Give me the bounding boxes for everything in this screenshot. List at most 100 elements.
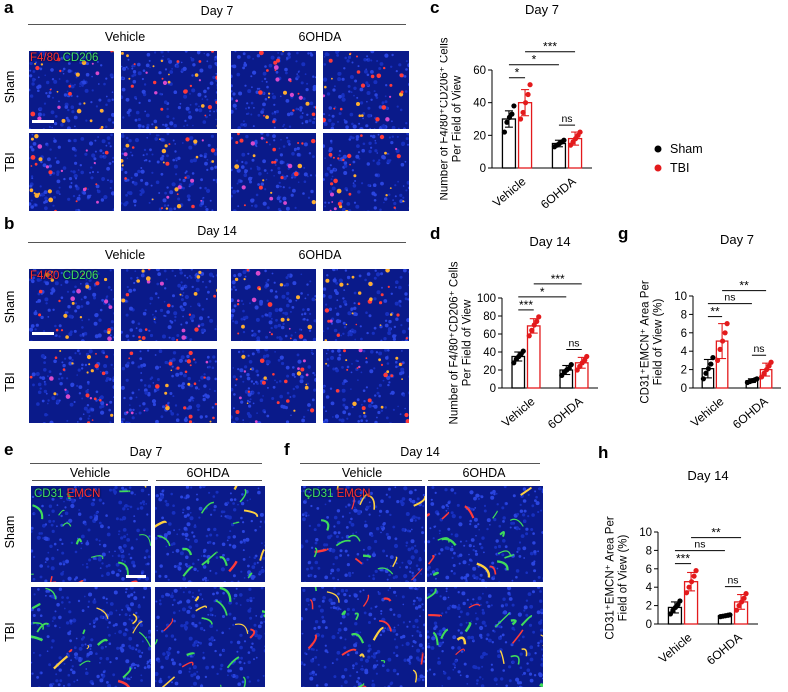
micrograph-b-sham-6ohda-zoom — [322, 268, 410, 342]
significance-label: * — [540, 285, 545, 299]
channel-cd206: CD206 — [63, 52, 99, 64]
micrograph-texture — [121, 51, 218, 130]
micrograph-a-tbi-6ohda-zoom — [322, 132, 410, 212]
panel-label-h: h — [598, 443, 608, 463]
micrograph-f-tbi-6ohda — [426, 586, 544, 688]
y-tick-label: 2 — [646, 601, 652, 613]
panel-a-title: Day 7 — [28, 4, 406, 18]
legend-label-tbi: TBI — [670, 161, 689, 175]
data-point — [527, 333, 532, 338]
data-point — [720, 338, 725, 343]
legend-marker-sham — [655, 146, 662, 153]
micrograph-b-tbi-vehicle-zoom — [120, 348, 218, 424]
y-tick-label: 6 — [646, 564, 652, 576]
data-point — [584, 354, 589, 359]
micrograph-texture — [31, 587, 152, 688]
panel-label-b: b — [4, 214, 14, 234]
panel-f-rule — [300, 463, 540, 464]
scale-bar-b — [32, 332, 54, 335]
data-point — [529, 328, 534, 333]
panel-b-row-sham: Sham — [3, 282, 17, 332]
micrograph-texture — [323, 269, 410, 342]
data-point — [689, 579, 694, 584]
ylabel-line: Per Field of View — [462, 299, 474, 386]
micrograph-texture — [231, 51, 317, 130]
significance-label: ns — [561, 113, 572, 125]
panel-e-rule — [30, 463, 262, 464]
micrograph-a-sham-vehicle-zoom — [120, 50, 218, 130]
micrograph-texture — [301, 486, 426, 583]
micrograph-texture — [301, 587, 426, 688]
micrograph-texture — [323, 51, 410, 130]
micrograph-b-tbi-vehicle — [28, 348, 115, 424]
data-point — [536, 314, 541, 319]
scale-bar-a — [32, 120, 54, 123]
x-tick-label-vehicle: Vehicle — [499, 394, 538, 430]
micrograph-texture — [231, 133, 317, 212]
chart-d-title: Day 14 — [529, 234, 570, 249]
significance-label: *** — [676, 552, 690, 566]
panel-e-row-tbi: TBI — [3, 607, 17, 657]
data-point — [534, 319, 539, 324]
panel-f-group-vehicle: Vehicle — [300, 466, 424, 480]
panel-b-row-tbi: TBI — [3, 357, 17, 407]
x-tick-label-6ohda: 6OHDA — [538, 174, 579, 211]
micrograph-a-sham-6ohda-zoom — [322, 50, 410, 130]
ylabel-line: Number of F4/80⁺CD206⁺ Cells — [440, 37, 451, 200]
legend-label-sham: Sham — [670, 142, 703, 156]
y-tick-label: 100 — [477, 293, 496, 305]
channel-cd31: CD31 — [304, 488, 333, 500]
panel-f-title: Day 14 — [300, 445, 540, 459]
ylabel-line: Field of View (%) — [618, 534, 630, 621]
data-point — [520, 110, 525, 115]
data-point — [527, 82, 532, 87]
significance-label: ** — [710, 305, 720, 319]
micrograph-b-tbi-6ohda-zoom — [322, 348, 410, 424]
channel-cd206: CD206 — [63, 270, 99, 282]
micrograph-texture — [121, 349, 218, 424]
micrograph-texture — [231, 269, 317, 342]
micrograph-a-tbi-6ohda — [230, 132, 317, 212]
panel-b-rule — [28, 242, 406, 243]
data-point — [561, 138, 566, 143]
panel-label-c: c — [430, 0, 439, 18]
micrograph-a-sham-6ohda — [230, 50, 317, 130]
significance-label: *** — [551, 272, 565, 286]
panel-e-group-6ohda: 6OHDA — [154, 466, 262, 480]
data-point — [511, 103, 516, 108]
data-point — [509, 112, 514, 117]
chart-d-ylabel: Number of F4/80⁺CD206⁺ CellsPer Field of… — [449, 261, 474, 424]
data-point — [724, 321, 729, 326]
y-tick-label: 60 — [483, 329, 496, 341]
micrograph-a-tbi-vehicle — [28, 132, 115, 212]
legend-graphic: Sham TBI — [652, 140, 732, 180]
y-tick-label: 10 — [639, 527, 652, 539]
panel-a-group-6ohda: 6OHDA — [230, 30, 410, 44]
micrograph-f-tbi-vehicle — [300, 586, 426, 688]
data-point — [715, 358, 720, 363]
y-tick-label: 8 — [681, 309, 687, 321]
ylabel-line: Field of View (%) — [653, 298, 665, 385]
panel-e-channel-labels: CD31 EMCN — [34, 488, 100, 500]
y-tick-label: 20 — [483, 365, 496, 377]
data-point — [523, 100, 528, 105]
micrograph-f-sham-6ohda — [426, 485, 544, 583]
data-point — [722, 330, 727, 335]
panel-label-d: d — [430, 224, 440, 244]
panel-f-rule-6ohda — [428, 480, 540, 481]
y-tick-label: 2 — [681, 365, 687, 377]
x-tick-label-vehicle: Vehicle — [688, 394, 727, 430]
chart-g-ylabel: CD31⁺EMCN⁺ Area PerField of View (%) — [640, 280, 665, 404]
ylabel-line: Number of F4/80⁺CD206⁺ Cells — [449, 261, 461, 424]
data-point — [741, 596, 746, 601]
panel-label-f: f — [284, 440, 290, 460]
micrograph-texture — [31, 486, 152, 583]
data-point — [727, 612, 732, 617]
x-tick-label-6ohda: 6OHDA — [704, 630, 745, 667]
micrograph-texture — [427, 587, 544, 688]
panel-e-rule-vehicle — [32, 480, 148, 481]
data-point — [701, 376, 706, 381]
ylabel-line: CD31⁺EMCN⁺ Area Per — [640, 280, 652, 404]
